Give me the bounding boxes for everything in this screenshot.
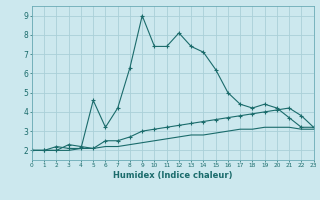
- X-axis label: Humidex (Indice chaleur): Humidex (Indice chaleur): [113, 171, 233, 180]
